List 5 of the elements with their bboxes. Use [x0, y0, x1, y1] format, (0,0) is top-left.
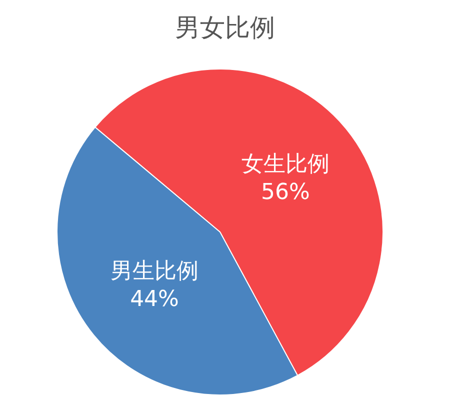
slice-label: 男生比例 — [110, 258, 199, 284]
data-label: 56% — [261, 180, 310, 206]
chart-title: 男女比例 — [175, 13, 275, 42]
slice-label: 女生比例 — [241, 152, 330, 178]
data-label: 44% — [130, 286, 179, 312]
